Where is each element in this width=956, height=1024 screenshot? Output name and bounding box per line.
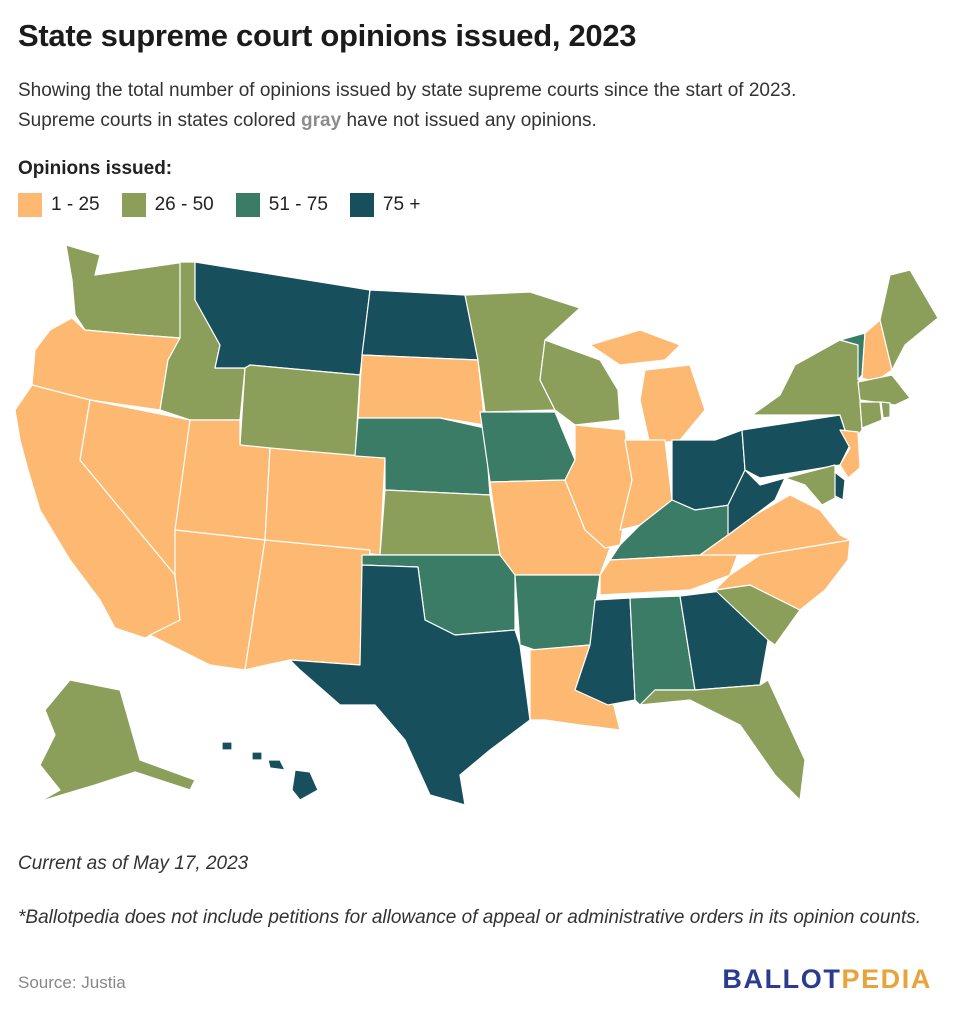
legend-swatch-26-50 <box>121 193 146 217</box>
state-nj <box>839 429 861 479</box>
state-tn <box>599 547 741 596</box>
legend-item-75-plus: 75 + <box>349 193 421 217</box>
legend-item-26-50: 26 - 50 <box>121 193 214 217</box>
state-fl <box>639 679 806 801</box>
state-ar <box>514 574 601 651</box>
state-md <box>784 464 836 506</box>
subtitle-line-2-post: have not issued any opinions. <box>341 110 597 131</box>
legend-title: Opinions issued: <box>18 158 173 179</box>
state-ma <box>857 374 911 406</box>
state-ia <box>479 411 576 483</box>
chart-title: State supreme court opinions issued, 202… <box>18 18 637 53</box>
legend-swatch-1-25 <box>18 193 42 217</box>
legend-label-75-plus: 75 + <box>382 194 421 215</box>
subtitle-line-2: Supreme courts in states colored gray ha… <box>18 106 948 136</box>
state-wi <box>539 339 621 426</box>
legend: 1 - 25 26 - 50 51 - 75 75 + <box>18 193 442 217</box>
state-nh <box>861 319 893 383</box>
logo-part-2: PEDIA <box>841 964 932 994</box>
legend-label-51-75: 51 - 75 <box>268 194 328 215</box>
state-wv <box>727 469 786 536</box>
legend-item-1-25: 1 - 25 <box>18 193 100 217</box>
state-ks <box>379 489 501 556</box>
state-tx <box>289 564 531 806</box>
legend-label-26-50: 26 - 50 <box>154 194 214 215</box>
ballotpedia-logo: BALLOTPEDIA <box>722 964 932 995</box>
footnote: *Ballotpedia does not include petitions … <box>18 907 922 928</box>
state-sd <box>357 354 486 426</box>
subtitle-line-2-pre: Supreme courts in states colored <box>18 110 302 131</box>
legend-item-51-75: 51 - 75 <box>235 193 328 217</box>
legend-label-1-25: 1 - 25 <box>51 194 100 215</box>
state-wa <box>65 244 186 339</box>
as-of-date: Current as of May 17, 2023 <box>18 853 249 874</box>
state-ct <box>859 401 883 429</box>
subtitle-line-1: Showing the total number of opinions iss… <box>18 80 797 101</box>
state-ri <box>880 401 891 419</box>
legend-swatch-51-75 <box>235 193 260 217</box>
logo-part-1: BALLOT <box>722 964 842 994</box>
state-wy <box>239 364 361 461</box>
state-ak <box>24 679 196 811</box>
state-vt <box>839 332 866 381</box>
state-mt <box>194 261 371 376</box>
legend-swatch-75-plus <box>349 193 374 217</box>
source: Source: Justia <box>18 973 126 992</box>
state-nd <box>361 289 479 361</box>
state-me <box>879 269 939 371</box>
state-co <box>264 447 386 556</box>
subtitle: Showing the total number of opinions iss… <box>18 76 948 136</box>
us-state-map <box>14 244 939 811</box>
state-nm <box>244 539 371 671</box>
state-hi <box>221 741 319 801</box>
gray-highlight: gray <box>301 110 342 131</box>
